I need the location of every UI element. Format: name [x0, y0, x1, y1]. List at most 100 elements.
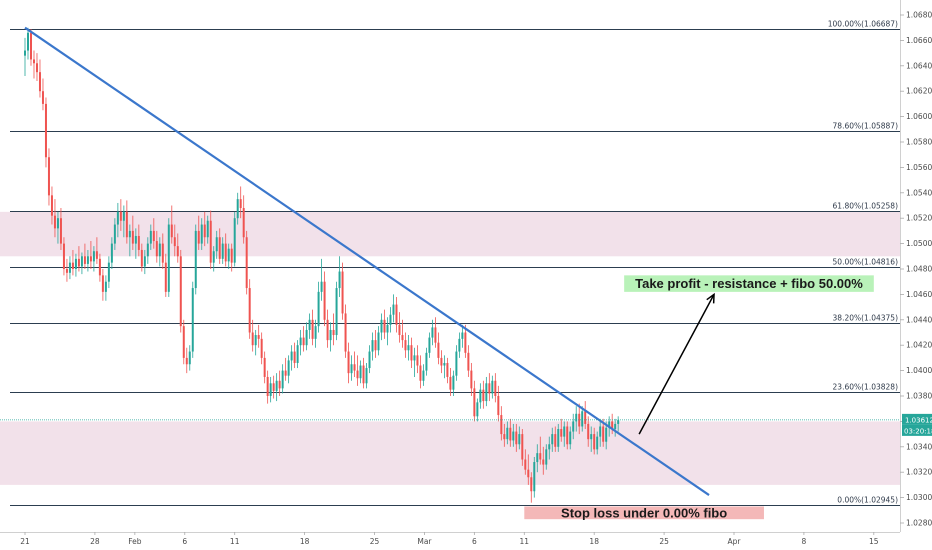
candle — [590, 426, 593, 452]
time-tick-label: 15 — [869, 537, 879, 546]
candle — [563, 421, 566, 447]
candle — [536, 444, 539, 473]
candle-body — [113, 224, 116, 244]
candle-body — [326, 319, 329, 341]
price-axis[interactable]: 1.06800 1.06600 1.06400 1.06200 1.06000 1.058… — [900, 0, 932, 532]
candle — [119, 199, 122, 231]
candle — [53, 199, 56, 238]
candle-body — [311, 319, 314, 339]
candle-body — [62, 243, 65, 269]
candle-body — [422, 370, 425, 381]
candle-body — [572, 421, 575, 432]
candle — [296, 340, 299, 369]
candle-body — [137, 235, 140, 250]
candle-body — [335, 288, 338, 336]
candle — [206, 215, 209, 244]
time-axis[interactable]: 21 28 Feb 6 11 18 25 Mar 6 11 18 25 Apr 8 15 — [0, 532, 900, 546]
candle — [332, 313, 335, 346]
candle-body — [581, 411, 584, 427]
candle — [263, 351, 266, 384]
price-tick-label: 1.02800 — [906, 519, 932, 528]
candle-body — [605, 427, 608, 442]
price-tick-label: 1.04000 — [906, 366, 932, 375]
candle-body — [584, 411, 587, 424]
candle — [137, 224, 140, 257]
candle-body — [59, 218, 62, 244]
candle-body — [548, 444, 551, 450]
candle-body — [452, 375, 455, 390]
price-tick-label: 1.06000 — [906, 112, 932, 121]
price-tick-label: 1.05200 — [906, 214, 932, 223]
candle-body — [104, 281, 107, 292]
candle-body — [317, 291, 320, 327]
candle — [56, 211, 59, 244]
candle-body — [152, 230, 155, 242]
candle — [356, 355, 359, 386]
candle — [527, 454, 530, 485]
candle-body — [260, 338, 263, 358]
candle — [329, 322, 332, 352]
candle-body — [161, 243, 164, 263]
downtrend-line[interactable] — [24, 26, 710, 496]
candle-body — [272, 383, 275, 391]
time-tick-label: 6 — [472, 537, 477, 546]
candle-body — [614, 423, 617, 430]
candle — [83, 243, 86, 269]
candle — [500, 406, 503, 441]
candle-body — [224, 243, 227, 262]
candle — [398, 312, 401, 343]
candle-body — [545, 449, 548, 465]
candle-body — [71, 262, 74, 269]
candle — [89, 241, 92, 269]
trendline-layer — [0, 26, 900, 496]
candle-body — [209, 220, 212, 263]
time-tick-label: 6 — [182, 537, 187, 546]
candle — [368, 345, 371, 374]
candle — [281, 364, 284, 394]
time-tick-label: 11 — [520, 537, 530, 546]
candle-body — [506, 427, 509, 440]
candle-body — [374, 340, 377, 351]
candle-body — [290, 351, 293, 361]
candle-body — [227, 248, 230, 262]
candle — [224, 233, 227, 267]
candle — [614, 418, 617, 437]
candle — [284, 357, 287, 381]
zone-band — [0, 211, 900, 257]
candle — [452, 370, 455, 396]
candle-body — [491, 380, 494, 394]
candle-body — [278, 380, 281, 389]
candle-body — [458, 338, 461, 352]
candle — [128, 224, 131, 257]
candle — [185, 347, 188, 374]
fib-levels: 100.00%(1.06687) 78.60%(1.05887) 61.80%(1.… — [10, 20, 900, 506]
candle — [431, 319, 434, 346]
candle — [560, 418, 563, 442]
candle — [188, 345, 191, 371]
candle-body — [395, 304, 398, 325]
candle-body — [533, 462, 536, 492]
candle — [473, 380, 476, 422]
candle-body — [107, 262, 110, 282]
candle-body — [590, 434, 593, 440]
candle-body — [320, 281, 323, 292]
candle-body — [77, 258, 80, 267]
candle-body — [437, 342, 440, 358]
candle — [494, 373, 497, 403]
candle — [269, 376, 272, 403]
candle-body — [101, 275, 104, 292]
fib-label: 38.20%(1.04375) — [833, 314, 899, 323]
fib-label: 78.60%(1.05887) — [833, 122, 899, 131]
candle — [509, 418, 512, 447]
candle-body — [380, 319, 383, 333]
candle-body — [593, 434, 596, 450]
candle-body — [617, 420, 620, 424]
candle — [377, 326, 380, 356]
candle — [416, 345, 419, 374]
candle-body — [29, 32, 32, 60]
candle-body — [203, 224, 206, 238]
candle — [257, 324, 260, 348]
candle-body — [479, 389, 482, 403]
candle — [44, 97, 47, 168]
candle — [470, 362, 473, 396]
